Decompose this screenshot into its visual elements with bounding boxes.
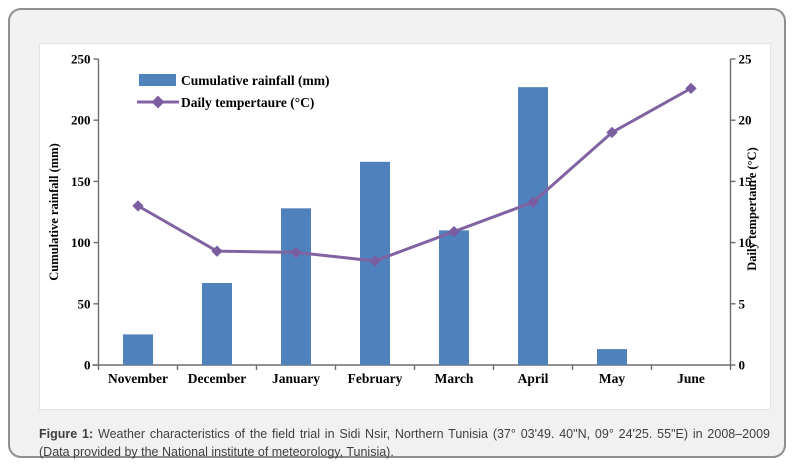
legend-temperature-marker: [151, 95, 165, 109]
rainfall-bar: [597, 349, 627, 365]
temperature-point: [527, 196, 539, 208]
right-axis-title: Daily tempertaure (°C): [745, 147, 759, 270]
right-axis-tick-label: 15: [739, 174, 753, 189]
x-axis-category-label: December: [188, 371, 246, 386]
temperature-point: [290, 246, 302, 259]
chart-panel: 0 50 100 150 200 250 0 5 10 15 20 25 November Decembe…: [39, 43, 771, 410]
right-axis-tick-label: 0: [739, 358, 746, 373]
temperature-line: [137, 87, 692, 263]
x-axis-category-label: June: [677, 371, 705, 386]
figure-caption-prefix: Figure 1:: [39, 427, 94, 441]
legend-rainfall-label: Cumulative rainfall (mm): [181, 73, 329, 88]
weather-chart: 0 50 100 150 200 250 0 5 10 15 20 25 November Decembe…: [47, 52, 759, 387]
x-axis-category-label: March: [435, 371, 474, 386]
temperature-point: [448, 225, 460, 238]
rainfall-bar: [439, 230, 469, 365]
x-axis-category-label: January: [272, 371, 320, 386]
rainfall-bar: [281, 208, 311, 365]
figure-caption-text: Weather characteristics of the field tri…: [39, 427, 770, 459]
temperature-point: [369, 255, 381, 267]
left-axis-tick-label: 100: [71, 235, 91, 250]
rainfall-bar: [123, 334, 153, 365]
right-axis-tick-label: 25: [739, 52, 753, 67]
left-axis-tick-label: 150: [71, 174, 91, 189]
temperature-point: [211, 245, 223, 257]
right-axis-tick-label: 20: [739, 113, 752, 128]
right-axis-tick-label: 10: [739, 235, 752, 250]
legend-rainfall-swatch: [139, 74, 176, 86]
left-axis-title: Cumulative rainfall (mm): [47, 143, 61, 280]
x-axis-category-label: November: [108, 371, 168, 386]
figure-caption: Figure 1: Weather characteristics of the…: [39, 425, 770, 461]
right-axis-tick-label: 5: [739, 296, 746, 311]
legend-temperature-label: Daily tempertaure (°C): [181, 95, 314, 110]
x-axis-category-label: May: [599, 371, 625, 386]
rainfall-bar: [202, 282, 232, 365]
x-axis-category-label: February: [348, 371, 403, 386]
x-axis-category-label: April: [518, 371, 549, 386]
left-axis-tick-label: 0: [84, 358, 91, 373]
left-axis-tick-label: 250: [71, 52, 91, 67]
rainfall-bar: [518, 87, 548, 365]
temperature-point: [685, 82, 697, 95]
left-axis-tick-label: 200: [71, 113, 91, 128]
left-axis-tick-label: 50: [78, 296, 91, 311]
figure-card: 0 50 100 150 200 250 0 5 10 15 20 25 November Decembe…: [8, 8, 786, 461]
